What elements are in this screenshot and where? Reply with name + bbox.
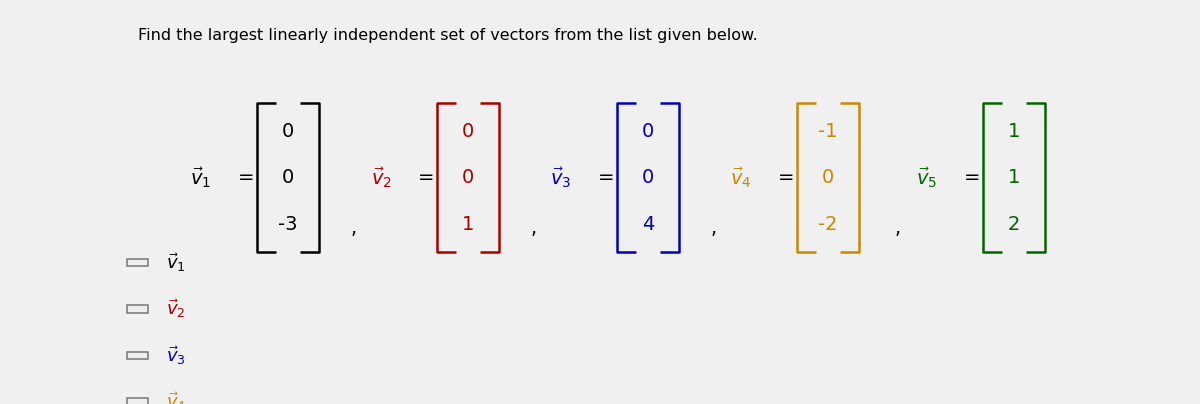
Text: $\vec{v}_2$: $\vec{v}_2$	[166, 298, 185, 320]
Text: -3: -3	[278, 215, 298, 234]
Text: =: =	[418, 168, 434, 187]
Text: =: =	[778, 168, 794, 187]
Text: $\vec{v}_2$: $\vec{v}_2$	[371, 166, 392, 190]
Text: -1: -1	[818, 122, 838, 141]
Text: 0: 0	[642, 168, 654, 187]
Text: =: =	[238, 168, 254, 187]
Text: $\vec{v}_4$: $\vec{v}_4$	[166, 391, 186, 404]
FancyBboxPatch shape	[127, 259, 149, 266]
Text: 0: 0	[282, 168, 294, 187]
Text: $\vec{v}_5$: $\vec{v}_5$	[916, 166, 937, 190]
Text: ,: ,	[350, 219, 358, 238]
Text: ,: ,	[530, 219, 538, 238]
Text: 0: 0	[282, 122, 294, 141]
Text: $\vec{v}_3$: $\vec{v}_3$	[550, 166, 571, 190]
Text: 1: 1	[1008, 122, 1020, 141]
Text: $\vec{v}_3$: $\vec{v}_3$	[166, 344, 185, 367]
Text: 2: 2	[1008, 215, 1020, 234]
Text: 0: 0	[462, 122, 474, 141]
Text: Find the largest linearly independent set of vectors from the list given below.: Find the largest linearly independent se…	[138, 28, 757, 43]
FancyBboxPatch shape	[127, 398, 149, 404]
Text: $\vec{v}_1$: $\vec{v}_1$	[190, 166, 211, 190]
Text: ,: ,	[710, 219, 718, 238]
Text: $\vec{v}_1$: $\vec{v}_1$	[166, 251, 185, 274]
FancyBboxPatch shape	[127, 305, 149, 313]
Text: $\vec{v}_4$: $\vec{v}_4$	[730, 166, 751, 190]
Text: 4: 4	[642, 215, 654, 234]
Text: 1: 1	[1008, 168, 1020, 187]
Text: =: =	[964, 168, 980, 187]
Text: 0: 0	[822, 168, 834, 187]
FancyBboxPatch shape	[127, 352, 149, 359]
Text: 0: 0	[462, 168, 474, 187]
Text: ,: ,	[894, 219, 901, 238]
Text: =: =	[598, 168, 614, 187]
Text: 0: 0	[642, 122, 654, 141]
Text: -2: -2	[818, 215, 838, 234]
Text: 1: 1	[462, 215, 474, 234]
